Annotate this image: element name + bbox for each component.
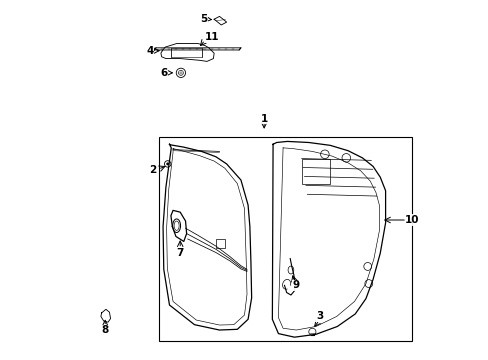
Bar	[216, 239, 224, 248]
Bar	[301, 158, 329, 184]
Text: 4: 4	[146, 46, 153, 56]
Text: 8: 8	[102, 325, 109, 335]
Text: 6: 6	[160, 68, 167, 78]
Circle shape	[166, 162, 169, 165]
Text: 1: 1	[260, 113, 267, 123]
Bar	[171, 48, 201, 57]
Text: 5: 5	[200, 14, 206, 23]
Text: 3: 3	[315, 311, 323, 321]
Bar	[159, 137, 411, 341]
Text: 10: 10	[405, 215, 419, 225]
Text: 9: 9	[292, 280, 299, 291]
Text: 2: 2	[149, 165, 156, 175]
Text: 7: 7	[176, 248, 183, 258]
Text: 11: 11	[204, 32, 219, 42]
